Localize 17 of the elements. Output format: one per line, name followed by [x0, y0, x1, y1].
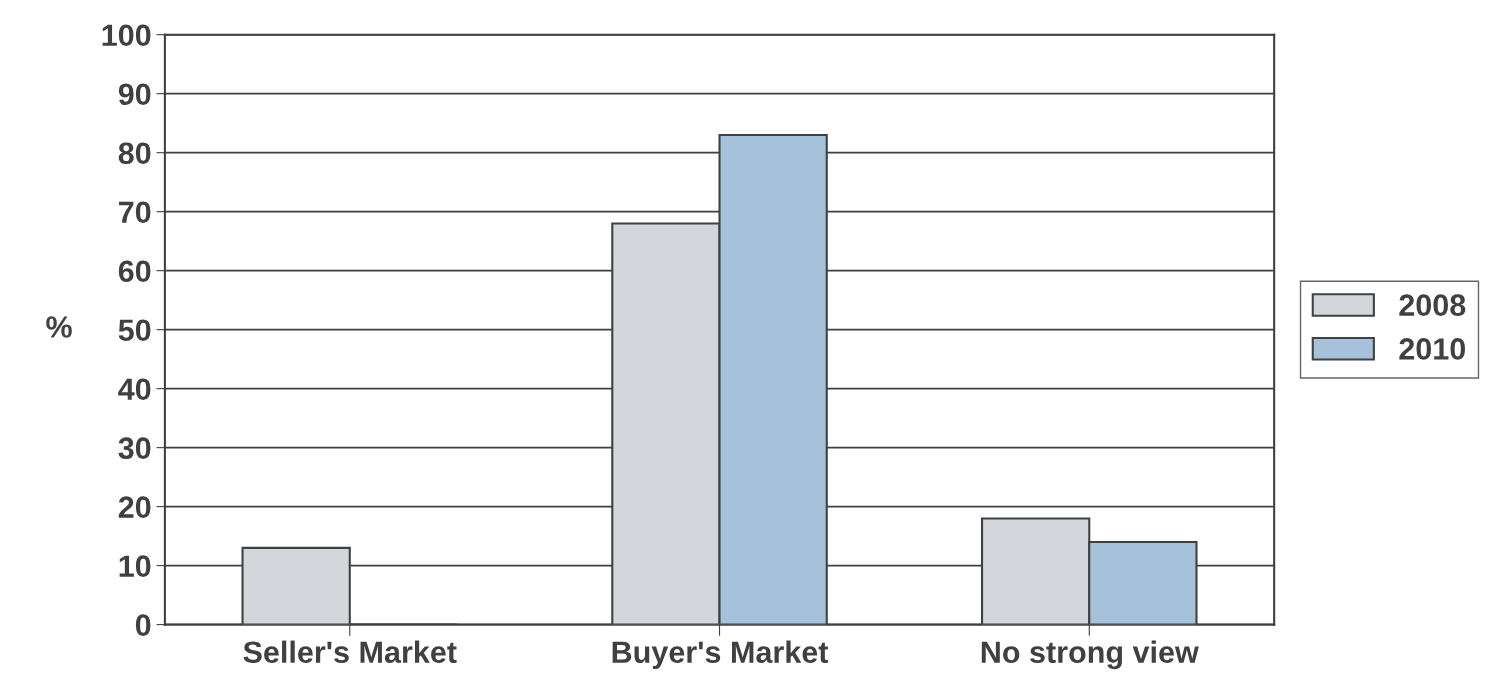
legend-label: 2010 [1399, 338, 1466, 360]
y-tick-label: 70 [119, 201, 151, 224]
y-tick-label: 10 [119, 555, 151, 577]
y-tick-label: 0 [135, 614, 151, 636]
y-tick-label: 40 [118, 378, 151, 401]
y-tick-label: 20 [118, 496, 151, 518]
y-tick-label: 60 [118, 260, 151, 283]
y-tick-label: 30 [118, 437, 151, 460]
y-tick-label: 90 [118, 83, 151, 106]
legend-label: 2008 [1399, 294, 1466, 316]
x-tick-label: Buyer's Market [612, 640, 829, 670]
y-tick-label: 100 [102, 24, 151, 47]
y-tick-label: 50 [118, 319, 151, 342]
x-tick-label: No strong view [981, 640, 1199, 670]
x-tick-label: Seller's Market [243, 640, 457, 664]
y-tick-label: 80 [118, 142, 151, 165]
y-axis-title: % [46, 316, 72, 338]
